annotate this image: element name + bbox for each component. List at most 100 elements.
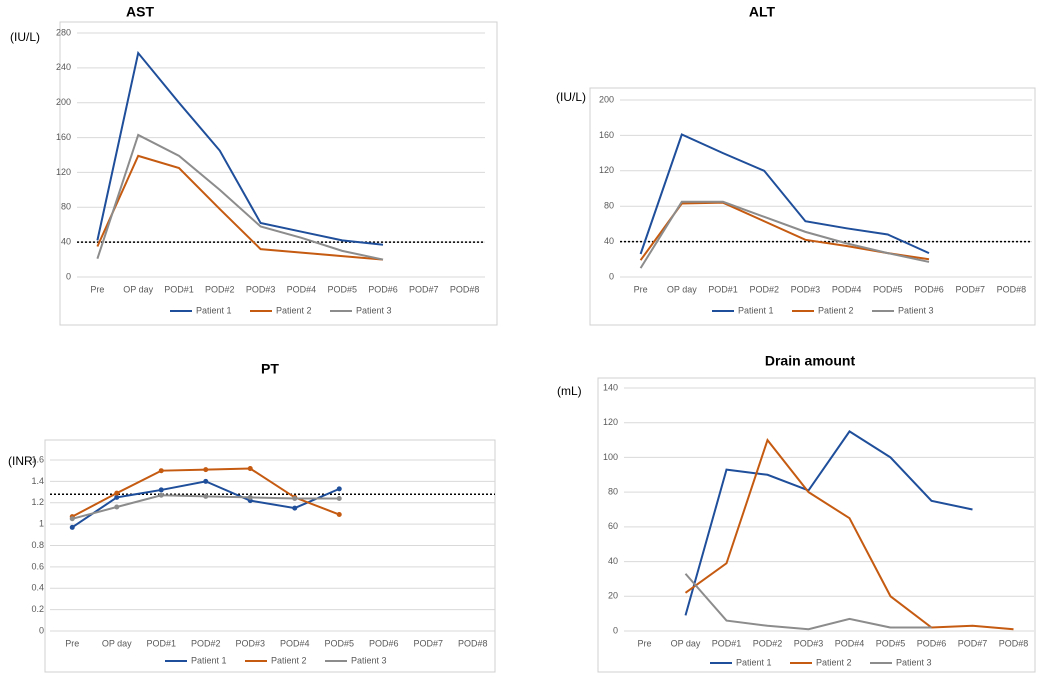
- x-tick-label: POD#6: [917, 638, 947, 648]
- y-tick-label: 0: [66, 271, 71, 281]
- point: [114, 494, 120, 500]
- series-line: [684, 573, 932, 631]
- x-tick-label: POD#1: [712, 638, 742, 648]
- x-tick-label: Pre: [90, 284, 104, 294]
- x-tick-label: POD#6: [914, 284, 944, 294]
- y-tick-label: 1.6: [31, 454, 44, 464]
- y-tick-label: 280: [56, 27, 71, 37]
- series-line: [71, 480, 340, 529]
- series-line: [71, 467, 340, 518]
- chart-frame: [597, 377, 1036, 673]
- x-tick-label: POD#5: [324, 638, 354, 648]
- point: [158, 492, 164, 498]
- y-tick-label: 100: [603, 452, 618, 462]
- y-tick-label: 120: [599, 165, 614, 175]
- x-tick-label: POD#1: [164, 284, 194, 294]
- y-tick-label: 80: [61, 202, 71, 212]
- legend-label: Patient 2: [816, 657, 852, 667]
- y-tick-label: 0.6: [31, 561, 44, 571]
- x-tick-label: POD#2: [749, 284, 779, 294]
- x-tick-label: POD#3: [791, 284, 821, 294]
- x-tick-label: POD#1: [146, 638, 176, 648]
- x-tick-label: Pre: [637, 638, 651, 648]
- legend-label: Patient 2: [271, 655, 307, 665]
- x-tick-label: POD#8: [997, 284, 1027, 294]
- point: [336, 495, 342, 501]
- x-tick-label: POD#8: [450, 284, 480, 294]
- y-tick-label: 20: [608, 591, 618, 601]
- x-tick-label: Pre: [634, 284, 648, 294]
- y-axis-label: (IU/L): [10, 30, 40, 44]
- series-line: [684, 430, 973, 616]
- y-axis-label: (mL): [557, 384, 582, 398]
- x-tick-label: Pre: [65, 638, 79, 648]
- chart-title: PT: [261, 361, 279, 377]
- legend-label: Patient 3: [351, 655, 387, 665]
- point: [247, 494, 253, 500]
- x-tick-label: POD#3: [246, 284, 276, 294]
- point: [158, 468, 164, 474]
- x-tick-label: POD#2: [205, 284, 235, 294]
- chart-frame: [44, 439, 496, 673]
- x-tick-label: POD#5: [873, 284, 903, 294]
- y-tick-label: 140: [603, 382, 618, 392]
- chart-title: Drain amount: [765, 353, 856, 369]
- y-tick-label: 80: [608, 487, 618, 497]
- y-axis-label: (INR): [8, 454, 37, 468]
- point: [69, 516, 75, 522]
- point: [203, 478, 209, 484]
- y-tick-label: 40: [608, 556, 618, 566]
- y-tick-label: 200: [56, 97, 71, 107]
- chart-frame: [59, 21, 498, 326]
- y-tick-label: 0: [39, 625, 44, 635]
- legend-label: Patient 1: [736, 657, 772, 667]
- y-tick-label: 40: [61, 237, 71, 247]
- point: [114, 490, 120, 496]
- series-line: [684, 437, 1014, 631]
- y-tick-label: 120: [603, 417, 618, 427]
- point: [69, 524, 75, 530]
- point: [203, 467, 209, 473]
- y-tick-label: 80: [604, 201, 614, 211]
- chart-frame: [589, 87, 1036, 326]
- series-line: [639, 201, 930, 261]
- y-tick-label: 1: [39, 519, 44, 529]
- y-axis-label: (IU/L): [556, 90, 586, 104]
- series-line: [639, 200, 930, 269]
- chart-title: AST: [126, 4, 154, 20]
- x-tick-label: POD#8: [458, 638, 488, 648]
- x-tick-label: POD#2: [191, 638, 221, 648]
- y-tick-label: 0.4: [31, 583, 44, 593]
- y-tick-label: 120: [56, 167, 71, 177]
- point: [203, 493, 209, 499]
- y-tick-label: 60: [608, 521, 618, 531]
- x-tick-label: POD#7: [413, 638, 443, 648]
- x-tick-label: OP day: [667, 284, 697, 294]
- x-tick-label: POD#7: [958, 638, 988, 648]
- y-tick-label: 200: [599, 94, 614, 104]
- legend-label: Patient 3: [896, 657, 932, 667]
- x-tick-label: POD#8: [999, 638, 1029, 648]
- series-line: [639, 133, 930, 255]
- chart-title: ALT: [749, 4, 776, 20]
- series-line: [96, 50, 384, 246]
- legend-label: Patient 2: [818, 305, 854, 315]
- y-tick-label: 0.8: [31, 540, 44, 550]
- legend-label: Patient 1: [196, 305, 232, 315]
- y-tick-label: 1.2: [31, 497, 44, 507]
- legend-label: Patient 3: [356, 305, 392, 315]
- legend-label: Patient 1: [738, 305, 774, 315]
- y-tick-label: 0.2: [31, 604, 44, 614]
- point: [336, 512, 342, 518]
- x-tick-label: POD#4: [287, 284, 317, 294]
- x-tick-label: POD#5: [876, 638, 906, 648]
- y-tick-label: 0: [609, 271, 614, 281]
- y-tick-label: 0: [613, 625, 618, 635]
- x-tick-label: POD#4: [835, 638, 865, 648]
- x-tick-label: POD#1: [708, 284, 738, 294]
- x-tick-label: POD#3: [794, 638, 824, 648]
- x-tick-label: POD#5: [327, 284, 357, 294]
- point: [292, 495, 298, 501]
- series-line: [96, 154, 384, 261]
